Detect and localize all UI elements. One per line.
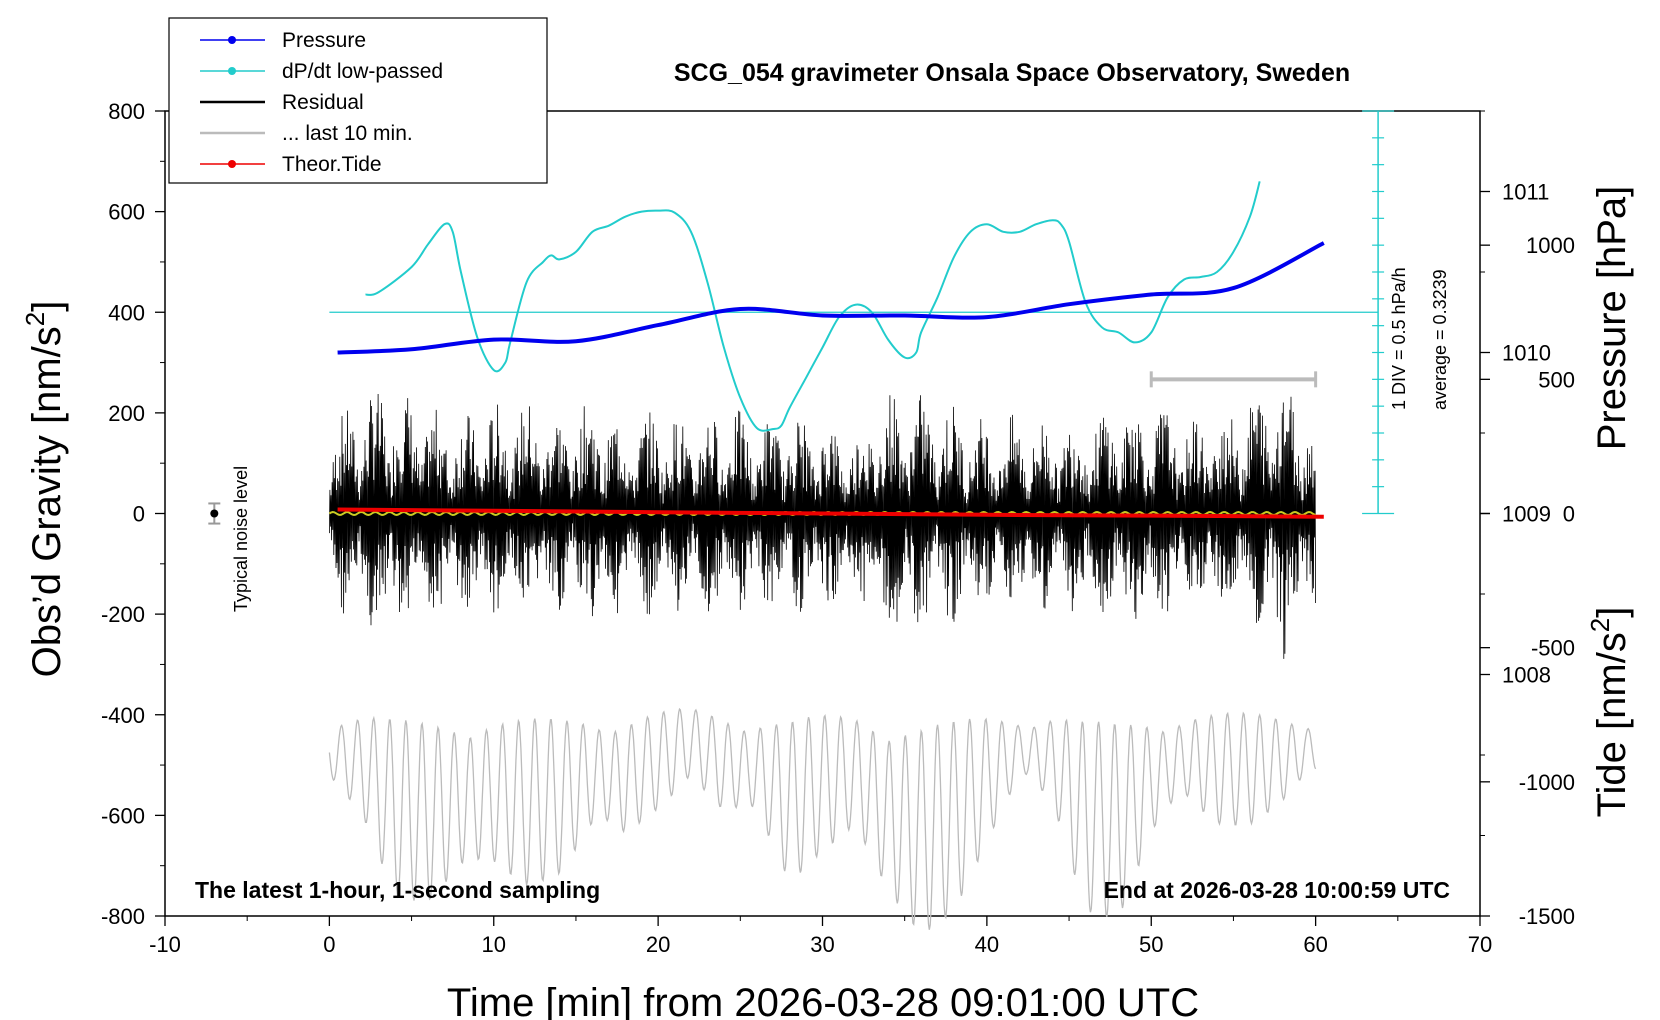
legend-label: ... last 10 min. (282, 122, 413, 145)
footer-left-text: The latest 1-hour, 1-second sampling (195, 877, 600, 903)
y-tick-label: 0 (133, 502, 145, 527)
y-tick-label: 400 (108, 300, 145, 325)
x-axis-title: Time [min] from 2026-03-28 09:01:00 UTC (447, 981, 1199, 1020)
x-tick-label: 0 (323, 932, 335, 957)
chart-title: SCG_054 gravimeter Onsala Space Observat… (674, 59, 1350, 87)
pressure-tick-label: 1010 (1502, 341, 1551, 366)
tide-tick-label: -1000 (1519, 770, 1575, 795)
y-axis-title-gravity-text: Obs’d Gravity [nm/s (25, 326, 69, 677)
y-tick-label: -800 (101, 904, 145, 929)
tide-tick-label: 0 (1563, 502, 1575, 527)
legend: Pressure dP/dt low-passed Residual ... last… (168, 17, 548, 184)
legend-label: Pressure (282, 29, 366, 52)
y-tick-label: -200 (101, 602, 145, 627)
dpdt-line (365, 181, 1261, 432)
tide-tick-label: 1000 (1526, 233, 1575, 258)
y-axis-title-tide-sup: 2 (1585, 618, 1615, 632)
pressure-tick-label: 1011 (1502, 180, 1549, 205)
noise-level-label: Typical noise level (231, 466, 251, 612)
x-tick-label: 70 (1468, 932, 1492, 957)
y-axis-title-gravity-sup: 2 (20, 312, 50, 326)
plot-content: -10 0 10 20 30 40 50 60 70 -800 -600 -400 -200 0 200 40… (101, 99, 1575, 957)
x-tick-label: 60 (1303, 932, 1327, 957)
legend-box (168, 17, 548, 184)
x-tick-label: 40 (975, 932, 999, 957)
legend-label: dP/dt low-passed (282, 60, 443, 83)
y-axis-title-pressure: Pressure [hPa] (1590, 186, 1634, 451)
footer-right-text: End at 2026-03-28 10:00:59 UTC (1104, 877, 1450, 903)
average-label: average = 0.3239 (1430, 269, 1450, 410)
y-tick-label: 200 (108, 401, 145, 426)
x-tick-label: 10 (482, 932, 506, 957)
y-axis-title-gravity: Obs’d Gravity [nm/s2] (20, 301, 69, 678)
legend-marker (228, 160, 236, 168)
last-10-min-line (328, 707, 1317, 930)
y-tick-label: 800 (108, 99, 145, 124)
y-axis-title-gravity-close: ] (25, 301, 69, 312)
tide-tick-label: 500 (1538, 367, 1575, 392)
y-axis-title-tide-text: Tide [nm/s (1590, 632, 1634, 817)
residual-line (329, 393, 1316, 659)
pressure-tick-label: 1008 (1502, 663, 1551, 688)
pressure-tick-label: 1009 (1502, 502, 1551, 527)
legend-marker (228, 36, 236, 44)
x-tick-label: 50 (1139, 932, 1163, 957)
tide-tick-label: -500 (1531, 636, 1575, 661)
legend-label: Theor.Tide (282, 153, 382, 176)
div-scale-label: 1 DIV = 0.5 hPa/h (1389, 267, 1409, 410)
y-axis-title-tide-close: ] (1590, 607, 1634, 618)
tide-tick-label: -1500 (1519, 904, 1575, 929)
noise-point (210, 509, 219, 518)
legend-label: Residual (282, 91, 364, 114)
y-tick-label: -600 (101, 803, 145, 828)
x-tick-label: 20 (646, 932, 670, 957)
x-tick-label: 30 (810, 932, 834, 957)
y-axis-title-tide: Tide [nm/s2] (1585, 607, 1634, 818)
y-tick-label: -400 (101, 703, 145, 728)
tide-line (337, 507, 1324, 519)
legend-marker (228, 67, 236, 75)
y-tick-label: 600 (108, 200, 145, 225)
legend-rows: Pressure dP/dt low-passed Residual ... last… (200, 29, 443, 176)
x-tick-label: -10 (149, 932, 181, 957)
pressure-line (337, 241, 1325, 355)
